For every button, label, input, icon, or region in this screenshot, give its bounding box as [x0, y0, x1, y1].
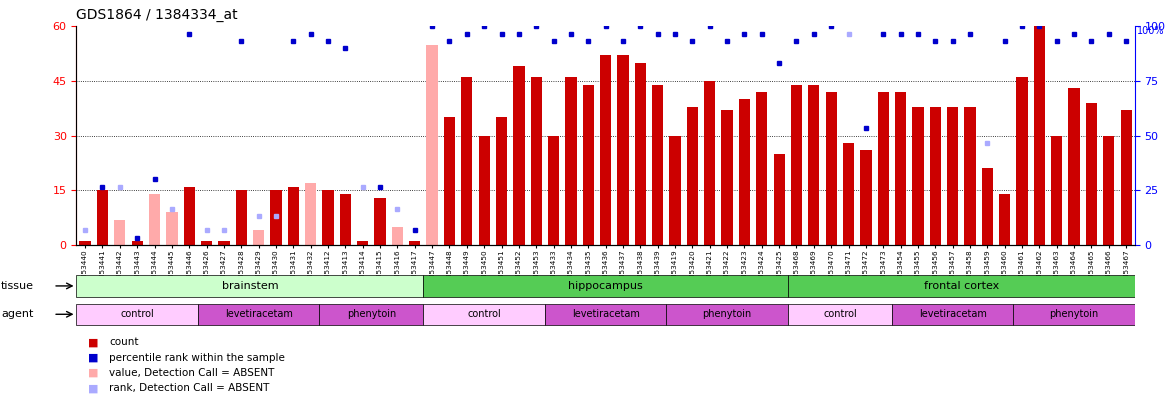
Bar: [1051, 136, 1062, 245]
Bar: [582, 85, 594, 245]
Bar: [669, 136, 681, 245]
Bar: [544, 304, 667, 325]
Bar: [461, 77, 473, 245]
Bar: [114, 220, 126, 245]
Bar: [423, 304, 544, 325]
Bar: [183, 187, 195, 245]
Bar: [427, 45, 437, 245]
Bar: [600, 55, 612, 245]
Bar: [721, 110, 733, 245]
Bar: [253, 230, 265, 245]
Bar: [1069, 88, 1080, 245]
Bar: [774, 154, 784, 245]
Bar: [340, 194, 350, 245]
Bar: [496, 117, 507, 245]
Bar: [320, 304, 423, 325]
Bar: [1014, 304, 1135, 325]
Text: levetiracetam: levetiracetam: [225, 309, 293, 319]
Text: levetiracetam: levetiracetam: [572, 309, 640, 319]
Bar: [788, 304, 891, 325]
Text: frontal cortex: frontal cortex: [923, 281, 998, 291]
Text: control: control: [120, 309, 154, 319]
Bar: [1034, 26, 1045, 245]
Bar: [877, 92, 889, 245]
Bar: [270, 190, 281, 245]
Bar: [1103, 136, 1115, 245]
Bar: [843, 143, 854, 245]
Bar: [635, 63, 646, 245]
Bar: [530, 77, 542, 245]
Text: ■: ■: [88, 353, 99, 362]
Bar: [1016, 77, 1028, 245]
Bar: [235, 190, 247, 245]
Bar: [1085, 103, 1097, 245]
Text: rank, Detection Call = ABSENT: rank, Detection Call = ABSENT: [109, 384, 269, 393]
Bar: [198, 304, 320, 325]
Bar: [652, 85, 663, 245]
Bar: [80, 241, 91, 245]
Bar: [826, 92, 837, 245]
Bar: [704, 81, 715, 245]
Bar: [808, 85, 820, 245]
Bar: [409, 241, 420, 245]
Text: count: count: [109, 337, 139, 347]
Bar: [895, 92, 907, 245]
Text: ■: ■: [88, 384, 99, 393]
Text: agent: agent: [1, 309, 34, 319]
Text: phenytoin: phenytoin: [702, 309, 751, 319]
Bar: [132, 241, 142, 245]
Bar: [548, 136, 560, 245]
Bar: [288, 187, 299, 245]
Bar: [788, 275, 1135, 296]
Bar: [423, 275, 788, 296]
Text: phenytoin: phenytoin: [347, 309, 396, 319]
Bar: [739, 99, 750, 245]
Bar: [166, 212, 178, 245]
Text: tissue: tissue: [1, 281, 34, 291]
Bar: [930, 107, 941, 245]
Bar: [513, 66, 524, 245]
Bar: [374, 198, 386, 245]
Bar: [96, 190, 108, 245]
Text: value, Detection Call = ABSENT: value, Detection Call = ABSENT: [109, 368, 275, 378]
Text: ■: ■: [88, 368, 99, 378]
Bar: [982, 168, 993, 245]
Bar: [566, 77, 576, 245]
Bar: [1121, 110, 1131, 245]
Text: GDS1864 / 1384334_at: GDS1864 / 1384334_at: [76, 8, 238, 22]
Text: hippocampus: hippocampus: [568, 281, 643, 291]
Bar: [687, 107, 699, 245]
Bar: [756, 92, 768, 245]
Bar: [891, 304, 1014, 325]
Text: percentile rank within the sample: percentile rank within the sample: [109, 353, 286, 362]
Bar: [219, 241, 229, 245]
Text: phenytoin: phenytoin: [1049, 309, 1098, 319]
Bar: [947, 107, 958, 245]
Bar: [861, 150, 871, 245]
Bar: [358, 241, 368, 245]
Text: 100%: 100%: [1137, 26, 1164, 36]
Text: brainstem: brainstem: [221, 281, 279, 291]
Bar: [392, 227, 403, 245]
Text: control: control: [823, 309, 857, 319]
Bar: [201, 241, 212, 245]
Bar: [305, 183, 316, 245]
Bar: [667, 304, 788, 325]
Bar: [322, 190, 334, 245]
Bar: [913, 107, 923, 245]
Bar: [617, 55, 629, 245]
Bar: [76, 275, 423, 296]
Text: levetiracetam: levetiracetam: [918, 309, 987, 319]
Bar: [443, 117, 455, 245]
Bar: [1000, 194, 1010, 245]
Bar: [964, 107, 976, 245]
Text: control: control: [467, 309, 501, 319]
Text: ■: ■: [88, 337, 99, 347]
Bar: [76, 304, 198, 325]
Bar: [149, 194, 160, 245]
Bar: [790, 85, 802, 245]
Bar: [479, 136, 490, 245]
